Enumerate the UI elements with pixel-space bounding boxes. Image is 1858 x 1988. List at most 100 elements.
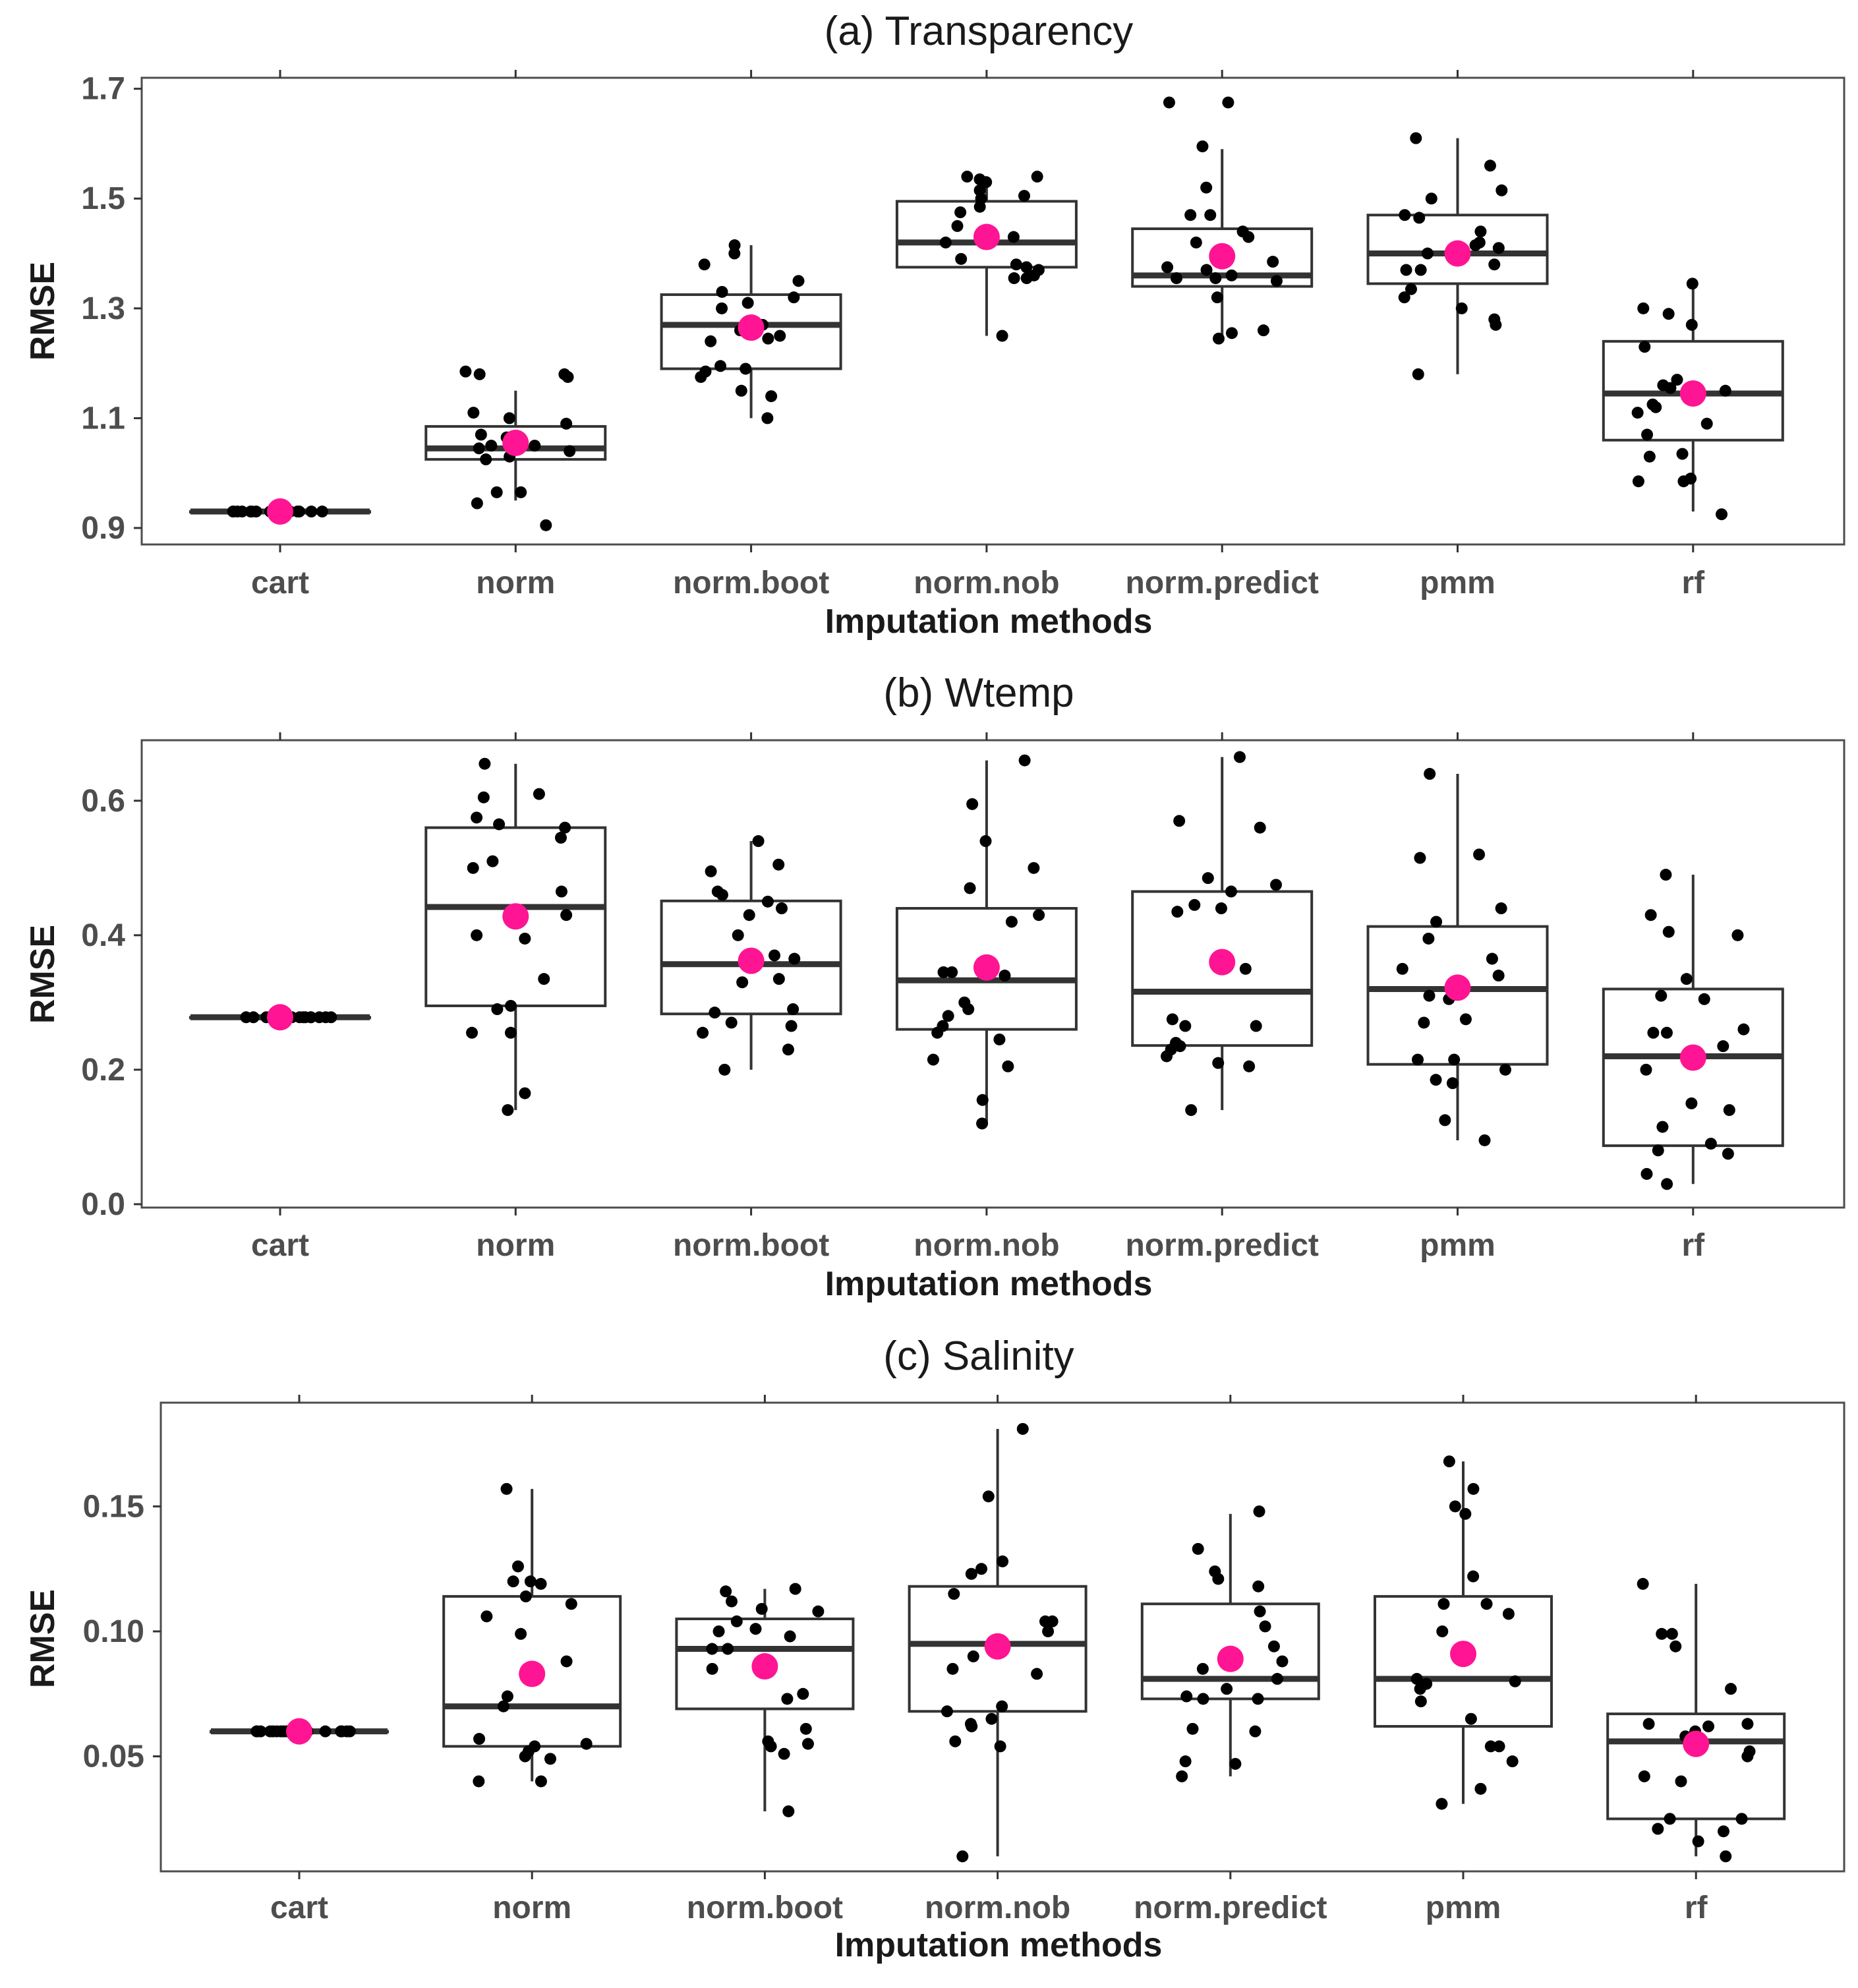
data-point <box>980 176 993 189</box>
data-point <box>1723 1104 1735 1117</box>
data-point <box>1243 1060 1256 1072</box>
data-point <box>1660 869 1672 881</box>
data-point <box>1495 184 1508 196</box>
data-point <box>1259 1620 1271 1633</box>
data-point <box>515 1627 527 1640</box>
mean-marker <box>267 1004 293 1031</box>
data-point <box>801 1738 814 1750</box>
data-point <box>1493 1740 1505 1753</box>
data-point <box>1425 192 1437 205</box>
plot-frame <box>140 739 1845 1209</box>
data-point <box>1180 1690 1193 1703</box>
data-point <box>714 360 727 372</box>
y-tick-label: 0.4 <box>81 918 125 953</box>
box-iqr <box>1140 1602 1320 1701</box>
data-point <box>1686 278 1698 290</box>
data-point <box>1179 1755 1192 1768</box>
data-point <box>477 791 490 804</box>
data-point <box>765 390 778 403</box>
data-point <box>538 973 550 985</box>
data-point <box>1209 272 1222 285</box>
mean-marker <box>1679 1044 1706 1071</box>
data-point <box>267 1725 279 1738</box>
data-point <box>1478 1134 1491 1146</box>
data-point <box>1005 916 1018 928</box>
data-point <box>1184 209 1197 221</box>
data-point <box>1410 1673 1423 1685</box>
data-point <box>735 384 747 397</box>
data-point <box>1443 1455 1455 1468</box>
data-point <box>503 412 515 424</box>
data-point <box>1446 1077 1459 1090</box>
data-point <box>705 335 717 347</box>
data-point <box>706 1643 718 1655</box>
data-point <box>1276 1655 1289 1668</box>
box-iqr <box>675 1618 855 1710</box>
boxplot-norm.predict <box>1140 1513 1320 1776</box>
data-point <box>789 1583 801 1595</box>
data-point <box>1250 1020 1262 1032</box>
data-point <box>1685 318 1698 331</box>
data-point <box>297 1011 310 1024</box>
x-tick-label: norm.boot <box>687 1890 843 1925</box>
data-point <box>1698 993 1710 1005</box>
mean-marker <box>519 1660 546 1687</box>
data-point <box>1400 264 1412 276</box>
data-point <box>507 1575 519 1588</box>
mean-marker <box>973 223 1000 250</box>
y-tick-label: 0.6 <box>81 784 125 819</box>
data-point <box>313 1011 326 1024</box>
data-point <box>505 999 517 1012</box>
data-point <box>1010 258 1022 271</box>
data-point <box>1271 1673 1283 1685</box>
data-point <box>761 895 774 908</box>
data-point <box>305 506 318 518</box>
x-tick-labels: cart norm norm.boot norm.nob norm.predic… <box>270 1890 1708 1925</box>
data-point <box>1254 1605 1266 1618</box>
data-point <box>1741 1718 1754 1730</box>
data-point <box>319 1725 332 1738</box>
box-iqr <box>908 1585 1088 1713</box>
data-point <box>962 1003 975 1016</box>
panel-transparency: (a) Transparency RMSE Imputation methods… <box>24 9 1845 641</box>
data-point <box>1664 382 1677 394</box>
data-point <box>705 865 717 877</box>
data-point <box>1225 885 1237 898</box>
data-point <box>1166 1013 1178 1026</box>
y-tick-label: 1.5 <box>81 181 125 216</box>
x-tick-label: rf <box>1681 1228 1705 1263</box>
data-point <box>1644 909 1657 921</box>
data-point <box>725 1016 738 1029</box>
data-point <box>1704 1138 1717 1150</box>
data-point <box>1225 327 1238 339</box>
mean-marker <box>267 498 293 525</box>
data-point <box>1735 1813 1748 1825</box>
data-point <box>1666 1627 1678 1640</box>
data-point <box>716 889 728 901</box>
data-point <box>1396 962 1408 975</box>
data-point <box>1202 872 1214 885</box>
data-point <box>1163 96 1175 109</box>
x-tick-label: pmm <box>1426 1890 1501 1925</box>
data-point <box>1252 1580 1265 1593</box>
data-point <box>1174 1040 1186 1053</box>
data-point <box>1233 751 1246 763</box>
data-point <box>519 1590 532 1602</box>
data-point <box>293 506 306 518</box>
data-point <box>1267 1640 1280 1652</box>
y-tick-label: 0.0 <box>81 1187 125 1222</box>
y-tick-label: 1.7 <box>81 72 125 107</box>
data-point <box>1675 1775 1687 1788</box>
data-point <box>1637 302 1650 314</box>
data-point <box>1399 209 1411 221</box>
data-point <box>1196 140 1209 153</box>
data-point <box>812 1605 825 1618</box>
data-point <box>1637 1577 1649 1590</box>
box-iqr <box>1131 227 1314 288</box>
data-point <box>1449 1500 1461 1513</box>
data-point <box>1490 318 1502 331</box>
data-point <box>1488 258 1501 271</box>
plot-frame <box>140 76 1845 546</box>
data-point <box>1639 341 1651 353</box>
panel-title: (b) Wtemp <box>883 670 1074 716</box>
